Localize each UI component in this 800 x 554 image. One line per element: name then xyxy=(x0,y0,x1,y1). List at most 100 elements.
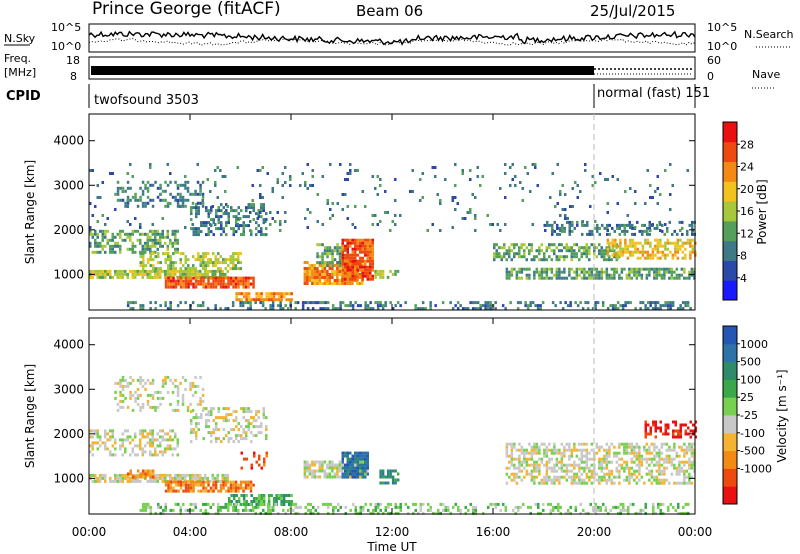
y-tick-label: 4000 xyxy=(53,134,84,148)
power-panel: 1000 2000 3000 4000 Slant Range [km] 4 8 12 16… xyxy=(23,113,769,311)
colorbar-tick-label: 28 xyxy=(740,138,754,151)
velocity-scatter xyxy=(89,375,697,515)
time-tick-label: 20:00 xyxy=(577,525,612,539)
power-x-ticks xyxy=(88,114,696,310)
nsky-trace xyxy=(88,30,696,47)
colorbar-swatch xyxy=(723,450,737,469)
y-tick-label: 2000 xyxy=(53,223,84,237)
colorbar-tick-label: -500 xyxy=(740,445,765,458)
velocity-x-ticks xyxy=(88,318,696,514)
colorbar-swatch xyxy=(723,220,737,242)
velocity-region-10 xyxy=(505,442,696,485)
power-colorbar-label: Power [dB] xyxy=(755,179,769,244)
colorbar-swatch xyxy=(723,397,737,416)
colorbar-tick-label: -100 xyxy=(740,427,765,440)
power-y-ticks: 1000 2000 3000 4000 xyxy=(53,134,695,281)
power-region-2 xyxy=(235,292,293,302)
power-region-14 xyxy=(543,220,696,236)
colorbar-tick-label: 24 xyxy=(740,161,754,174)
nsearch-tick-bottom: 10^0 xyxy=(707,40,737,53)
freq-tick-top: 18 xyxy=(66,54,80,67)
nsky-line xyxy=(88,30,696,46)
power-region-1 xyxy=(164,276,255,289)
colorbar-swatch xyxy=(723,379,737,398)
power-region-11 xyxy=(505,267,696,280)
velocity-colorbar-label: Velocity [m s⁻¹] xyxy=(775,369,789,462)
colorbar-tick-label: 12 xyxy=(740,227,754,240)
time-tick-label: 04:00 xyxy=(173,525,208,539)
y-tick-label: 3000 xyxy=(53,178,84,192)
nsearch-label: N.Search xyxy=(744,28,794,41)
colorbar-tick-label: 16 xyxy=(740,205,754,218)
colorbar-swatch xyxy=(723,468,737,487)
nsky-frame xyxy=(88,23,696,53)
time-tick-label: 08:00 xyxy=(274,525,309,539)
y-tick-label: 4000 xyxy=(53,338,84,352)
velocity-colorbar: 1000 500 100 25 -25 -100 -500 -1000 xyxy=(722,325,772,505)
colorbar-swatch xyxy=(723,161,737,182)
velocity-region-3 xyxy=(89,429,179,457)
velocity-region-9 xyxy=(379,469,400,485)
colorbar-swatch xyxy=(723,201,737,222)
freq-frame xyxy=(88,56,696,80)
time-axis-title: Time UT xyxy=(366,540,417,554)
colorbar-tick-label: 25 xyxy=(740,391,754,404)
colorbar-tick-label: 1000 xyxy=(740,338,768,351)
velocity-region-4 xyxy=(190,407,268,444)
freq-unit-label: [MHz] xyxy=(4,66,36,79)
cpid-strip: CPID twofsound 3503 normal (fast) 151 xyxy=(6,84,710,108)
colorbar-tick-label: 500 xyxy=(740,356,761,369)
power-region-4 xyxy=(139,252,242,271)
velocity-region-11 xyxy=(139,502,690,515)
colorbar-tick-label: -25 xyxy=(740,409,758,422)
velocity-region-13 xyxy=(240,451,268,470)
time-tick-label: 16:00 xyxy=(476,525,511,539)
power-region-10 xyxy=(374,269,400,279)
colorbar-swatch xyxy=(723,280,737,301)
y-tick-label: 1000 xyxy=(53,267,84,281)
colorbar-swatch xyxy=(723,415,737,434)
nave-label: Nave xyxy=(752,68,780,81)
power-colorbar: 4 8 12 16 20 24 28 xyxy=(722,121,754,301)
freq-band xyxy=(91,66,594,75)
freq-label: Freq. xyxy=(4,52,31,65)
beam-label: Beam 06 xyxy=(356,2,423,20)
freq-tick-bottom: 8 xyxy=(70,70,77,83)
velocity-y-ticks: 1000 2000 3000 4000 xyxy=(53,338,695,485)
nsky-label: N.Sky xyxy=(4,32,36,45)
cpid-segment-twofsound: twofsound 3503 xyxy=(94,93,199,108)
velocity-region-6 xyxy=(126,469,155,479)
y-tick-label: 2000 xyxy=(53,427,84,441)
y-tick-label: 1000 xyxy=(53,471,84,485)
colorbar-swatch xyxy=(723,141,737,163)
freq-strip: Freq. [MHz] 18 8 60 0 Nave xyxy=(4,52,780,89)
power-region-9 xyxy=(341,238,374,281)
colorbar-tick-label: 8 xyxy=(740,250,747,263)
colorbar-swatch xyxy=(723,260,737,281)
colorbar-swatch xyxy=(723,240,737,261)
power-region-16 xyxy=(89,163,694,232)
velocity-y-label: Slant Range [km] xyxy=(23,364,37,468)
nsky-tick-top: 10^5 xyxy=(51,21,81,34)
time-tick-label: 00:00 xyxy=(72,525,107,539)
nave-tick-bottom: 0 xyxy=(707,70,714,83)
colorbar-swatch xyxy=(723,361,737,380)
colorbar-tick-label: 20 xyxy=(740,183,754,196)
colorbar-tick-label: -1000 xyxy=(740,462,772,475)
nsky-tick-bottom: 10^0 xyxy=(51,40,81,53)
power-region-5 xyxy=(190,203,268,237)
time-tick-label: 12:00 xyxy=(375,525,410,539)
power-y-label: Slant Range [km] xyxy=(23,160,37,264)
colorbar-swatch xyxy=(723,326,737,345)
power-region-12 xyxy=(493,243,621,262)
freq-trace xyxy=(91,66,693,75)
colorbar-swatch xyxy=(723,486,737,505)
colorbar-swatch xyxy=(723,122,737,143)
velocity-region-5 xyxy=(114,375,205,412)
velocity-region-12 xyxy=(644,420,697,439)
colorbar-swatch xyxy=(723,181,737,202)
power-region-13 xyxy=(606,238,697,260)
velocity-panel: 1000 2000 3000 4000 Slant Range [km] 1000 50… xyxy=(23,317,789,515)
nsearch-line xyxy=(88,37,696,47)
